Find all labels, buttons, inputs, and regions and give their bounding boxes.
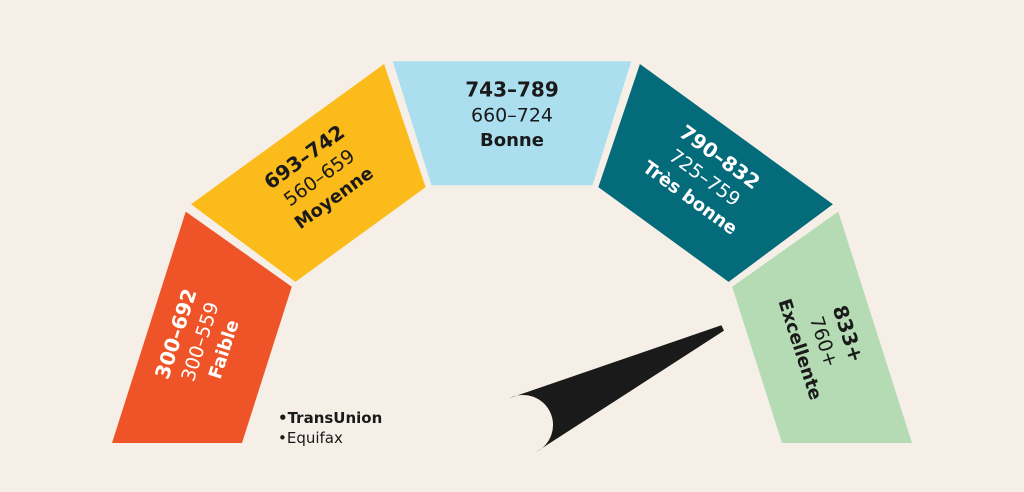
equifax-range: 660–724 xyxy=(471,105,553,127)
gauge-segment-moyenne xyxy=(191,64,426,282)
transunion-range: 743–789 xyxy=(465,78,559,102)
gauge-needle xyxy=(509,325,724,452)
score-legend: •TransUnion •Equifax xyxy=(278,408,382,448)
gauge-segment-très-bonne xyxy=(598,64,833,282)
gauge-segment-excellente xyxy=(732,211,912,443)
gauge-segment-faible xyxy=(112,211,292,443)
segment-label-group: 743–789 660–724 Bonne xyxy=(465,78,559,152)
gauge-segment-bonne xyxy=(392,61,632,186)
rating-label: Bonne xyxy=(480,130,544,151)
legend-equifax: •Equifax xyxy=(278,429,343,447)
legend-transunion: •TransUnion xyxy=(278,409,383,427)
